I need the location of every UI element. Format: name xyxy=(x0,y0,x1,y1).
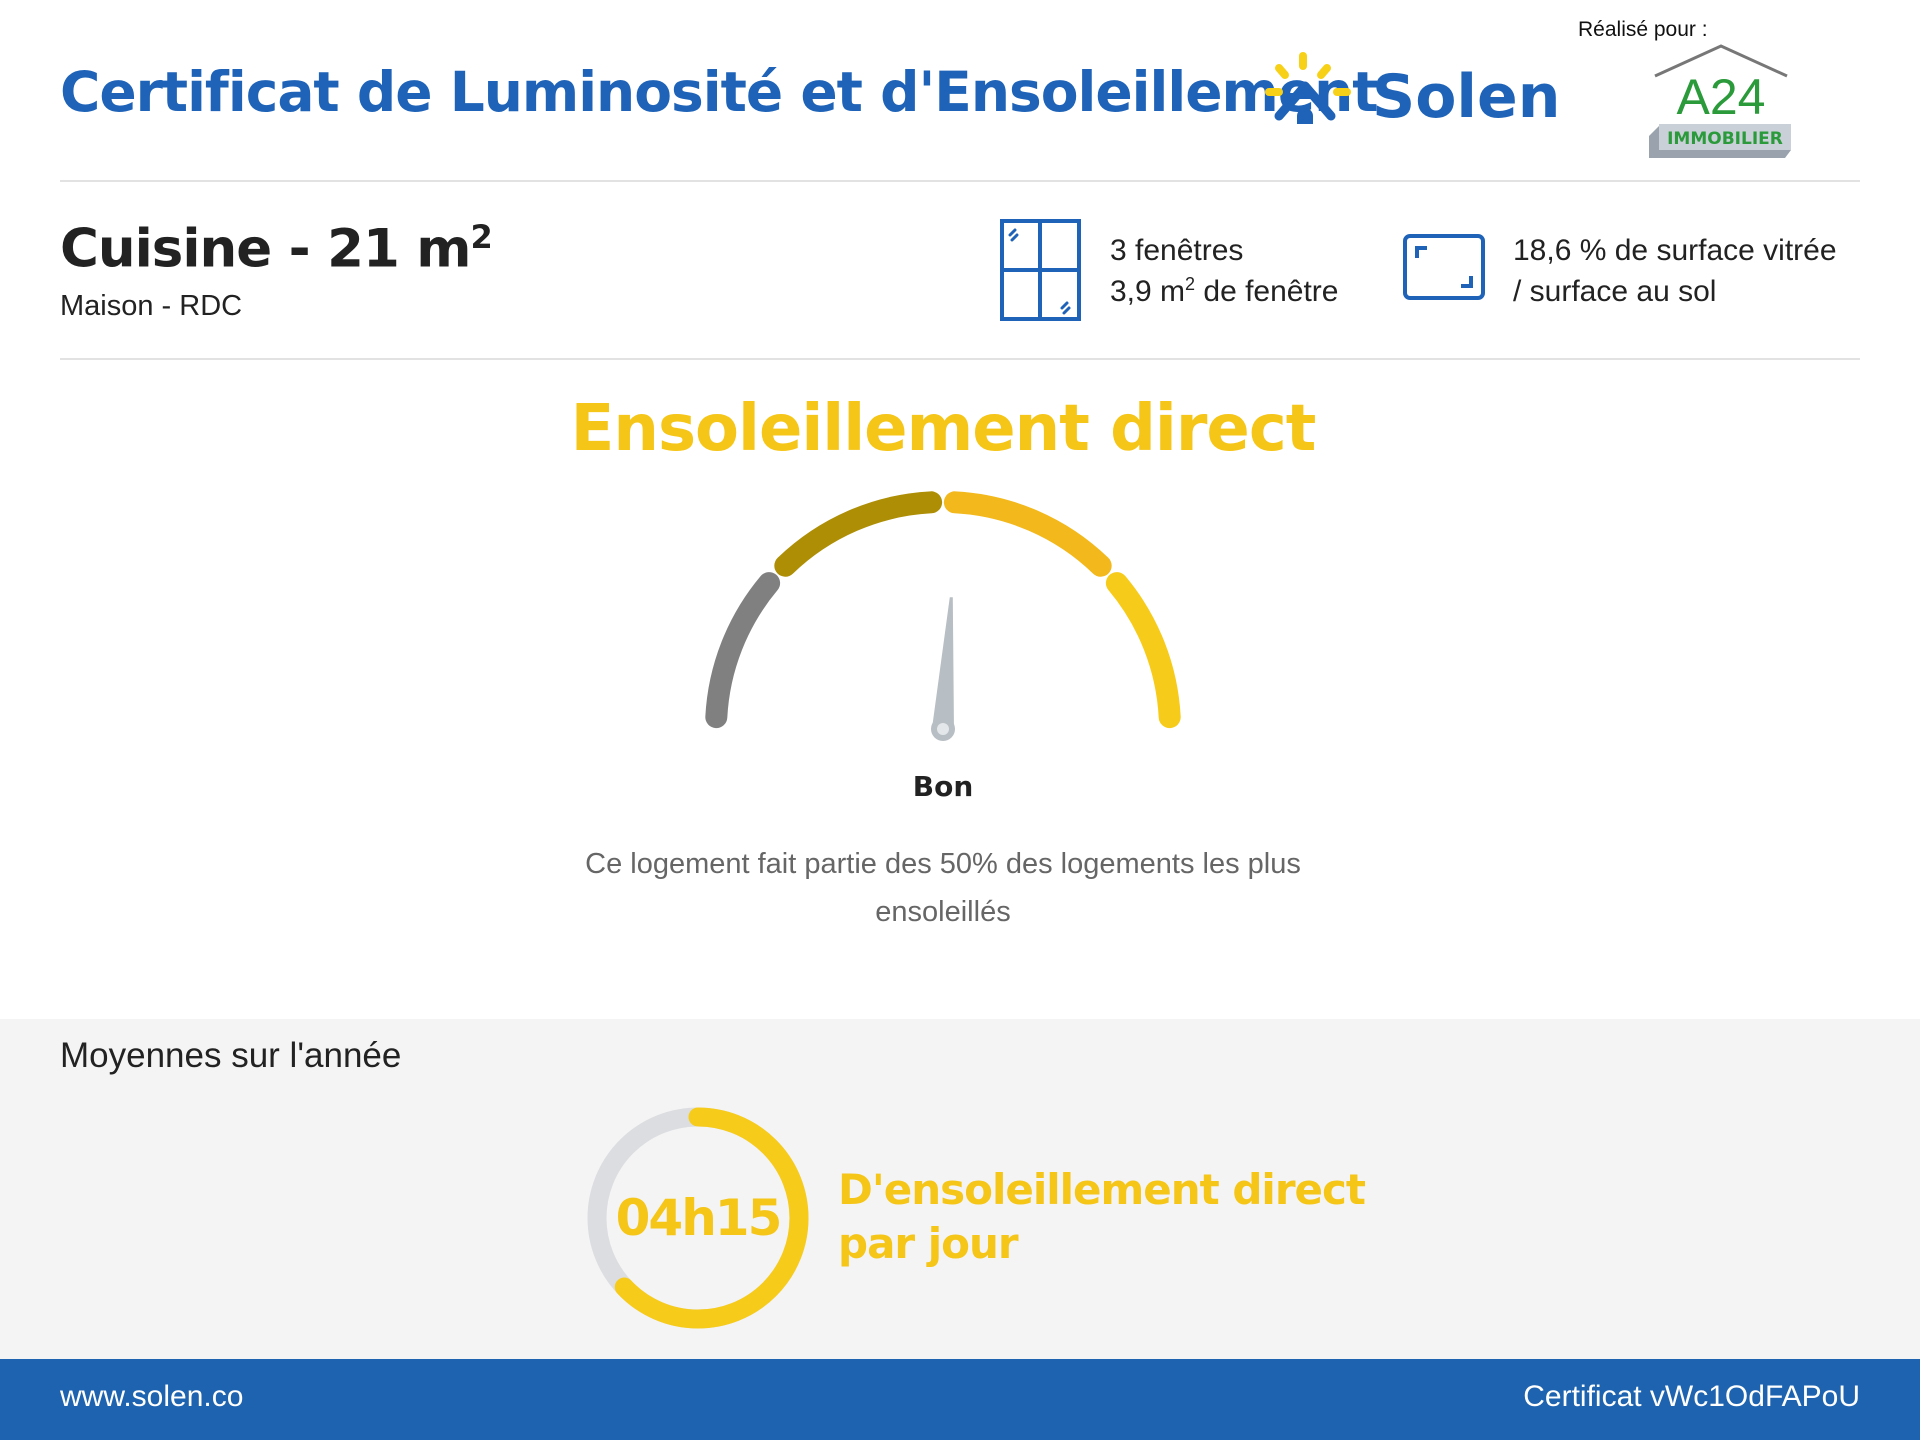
footer xyxy=(0,1359,1920,1440)
divider xyxy=(60,180,1860,182)
glazing-ratio-info: 18,6 % de surface vitrée / surface au so… xyxy=(1513,230,1837,312)
windows-area-value: 3,9 m xyxy=(1110,275,1186,308)
room-location: Maison - RDC xyxy=(60,290,243,322)
gauge-segment-1 xyxy=(705,572,781,729)
gauge-segment-2 xyxy=(774,491,943,577)
sun-rating: Bon xyxy=(912,770,974,803)
divider xyxy=(60,358,1860,360)
gauge-segment-4 xyxy=(1105,572,1181,729)
averages-section xyxy=(0,1019,1920,1359)
gauge-segment-3 xyxy=(943,491,1112,577)
ring-progress xyxy=(587,1107,809,1329)
glazing-ratio-line2: / surface au sol xyxy=(1513,275,1717,308)
made-for-label: Réalisé pour : xyxy=(1578,18,1708,41)
direct-sun-heading: Ensoleillement direct xyxy=(570,392,1317,466)
gauge-needle xyxy=(931,597,955,741)
svg-text:A24: A24 xyxy=(1677,69,1766,125)
room-name: Cuisine - 21 m xyxy=(60,218,472,280)
floor-surface-icon xyxy=(1403,234,1485,300)
daily-sun-ring xyxy=(587,1107,809,1329)
sun-description: Ce logement fait partie des 50% des loge… xyxy=(585,848,1301,928)
svg-text:IMMOBILIER: IMMOBILIER xyxy=(1667,129,1783,149)
room-unit-exponent: 2 xyxy=(470,218,493,256)
certificate-id: Certificat vWc1OdFAPoU xyxy=(1523,1380,1860,1413)
windows-area: 3,9 m2 de fenêtre xyxy=(1110,271,1338,312)
windows-count: 3 fenêtres xyxy=(1110,234,1244,267)
solen-brand-name: Solen xyxy=(1372,62,1561,132)
daily-sun-label-line2: par jour xyxy=(838,1219,1019,1268)
daily-sun-label: D'ensoleillement direct par jour xyxy=(838,1163,1366,1271)
averages-heading: Moyennes sur l'année xyxy=(60,1036,402,1075)
daily-sun-label-line1: D'ensoleillement direct xyxy=(838,1165,1366,1214)
room-title: Cuisine - 21 m2 xyxy=(60,218,493,280)
solen-logo-icon xyxy=(1265,52,1351,124)
sun-gauge xyxy=(705,491,1181,741)
needle-hub-dot xyxy=(937,723,949,735)
needle-body xyxy=(932,597,954,730)
a24-immobilier-logo-icon: A24 IMMOBILIER xyxy=(1649,44,1791,158)
windows-area-exponent: 2 xyxy=(1185,274,1196,294)
page-title: Certificat de Luminosité et d'Ensoleille… xyxy=(60,60,1379,124)
windows-info: 3 fenêtres 3,9 m2 de fenêtre xyxy=(1110,230,1338,312)
windows-area-suffix: de fenêtre xyxy=(1195,275,1339,308)
window-icon xyxy=(1000,219,1081,321)
website-link[interactable]: www.solen.co xyxy=(60,1380,244,1413)
daily-sun-hours: 04h15 xyxy=(615,1189,783,1247)
glazing-ratio-line1: 18,6 % de surface vitrée xyxy=(1513,234,1837,267)
